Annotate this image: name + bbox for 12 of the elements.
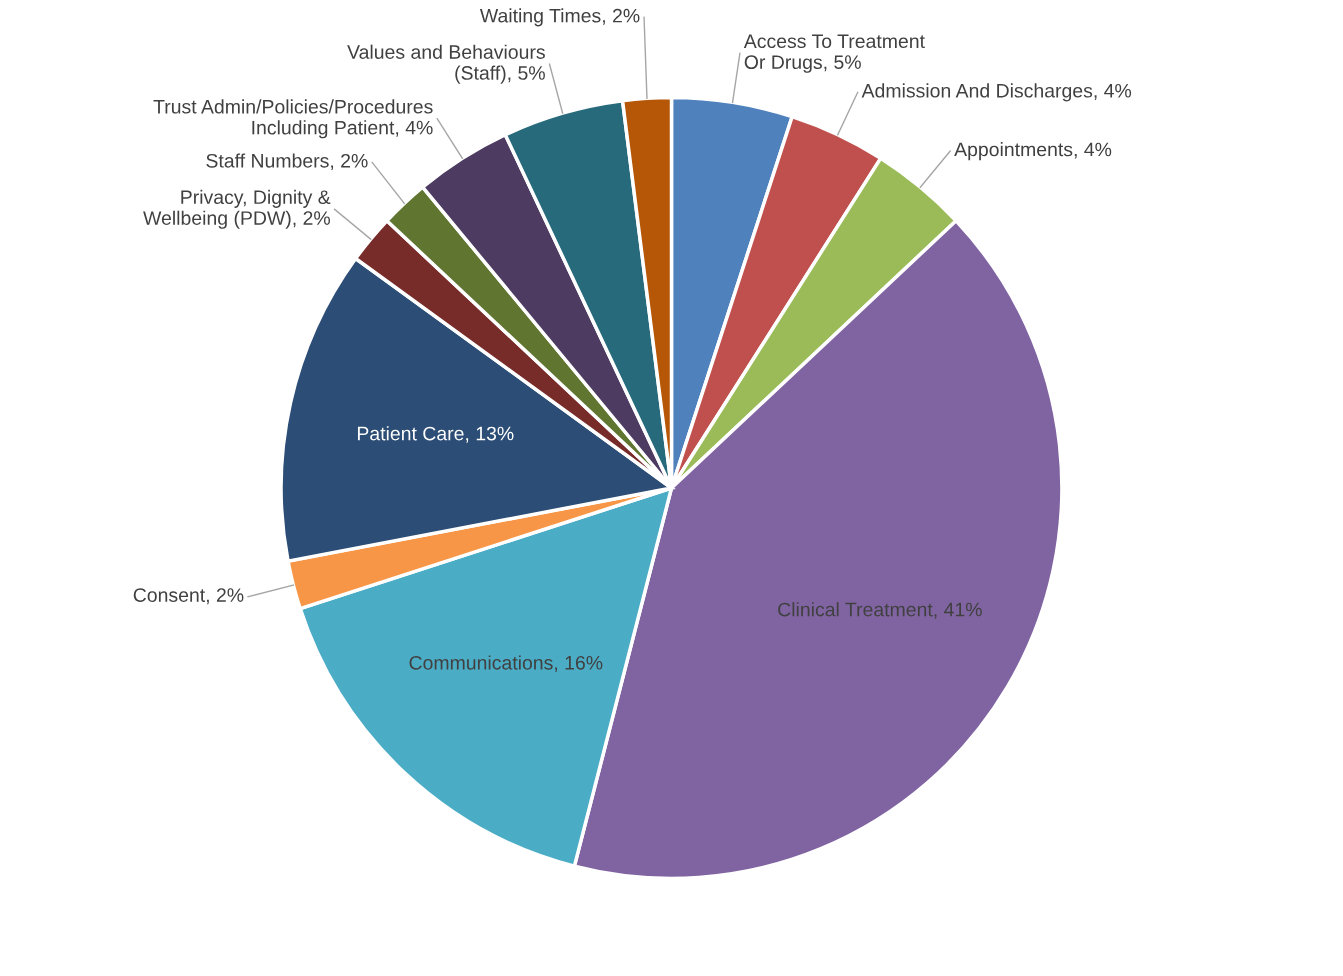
slice-label: Waiting Times, 2% (479, 8, 640, 27)
slice-label: Staff Numbers, 2% (206, 153, 368, 170)
slice-label: Communications, 16% (409, 655, 603, 672)
slice-label: Values and Behaviours (Staff), 5% (347, 44, 545, 84)
slice-label: Clinical Treatment, 41% (778, 602, 982, 619)
slice-label: Trust Admin/Policies/Procedures Including Patient, 4% (153, 99, 433, 139)
slice-label: Admission And Discharges, 4% (861, 83, 1132, 102)
slice-label: Appointments, 4% (954, 142, 1112, 161)
slice-label: Patient Care, 13% (357, 426, 514, 443)
slice-label: Consent, 2% (133, 588, 244, 605)
slice-label: Privacy, Dignity & Wellbeing (PDW), 2% (143, 189, 331, 229)
slice-label: Access To Treatment Or Drugs, 5% (743, 34, 925, 73)
